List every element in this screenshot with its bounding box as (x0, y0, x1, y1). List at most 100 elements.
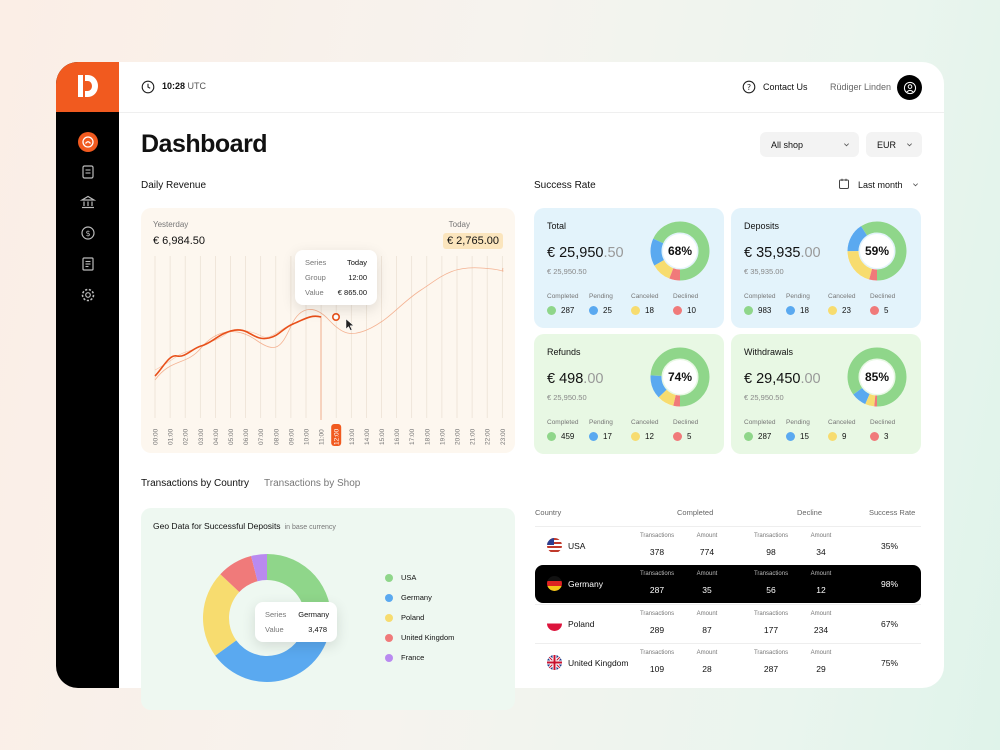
stat-label: Pending (786, 293, 810, 300)
stat-label: Completed (744, 419, 776, 426)
shop-select[interactable]: All shop (760, 132, 859, 157)
cell-label: Amount (696, 650, 718, 656)
cell-label: Amount (696, 611, 718, 617)
card-title: Total (547, 221, 567, 231)
legend-item[interactable]: United Kingdom (385, 633, 454, 642)
success-rate-value: 67% (881, 619, 899, 629)
stat-declined: Declined 3 (870, 419, 910, 441)
donut-segment-pending (650, 221, 710, 281)
hour-tick-label: 09:00 (288, 428, 295, 445)
cell-value: 177 (763, 625, 779, 635)
table-row[interactable]: USA Transactions 378 Amount 774 Transactions 9… (535, 526, 921, 564)
card-percent: 68% (667, 244, 693, 258)
geo-slice-united-kingdom[interactable] (220, 556, 258, 592)
stat-value-text: 15 (800, 432, 809, 441)
card-percent: 59% (864, 244, 890, 258)
geo-slice-poland[interactable] (203, 574, 240, 656)
legend-item[interactable]: Poland (385, 613, 454, 622)
cell-label: Transactions (753, 611, 789, 617)
header-completed: Completed (677, 508, 714, 517)
table-row[interactable]: Poland Transactions 289 Amount 87 Transaction… (535, 604, 921, 642)
card-sub-amount: € 25,950.50 (744, 393, 784, 402)
card-stats: Completed 287 Pending 15 Canceled 9 Declined 3 (744, 419, 910, 441)
card-amount-decimal: .00 (583, 371, 604, 387)
avatar[interactable] (897, 75, 922, 100)
legend-dot (385, 613, 393, 622)
status-dot (673, 306, 682, 315)
hour-tick-label: 10:00 (304, 428, 311, 445)
table-row[interactable]: Germany Transactions 287 Amount 35 Transactio… (535, 565, 921, 603)
cell-label: Transactions (753, 571, 789, 577)
country-name: USA (568, 541, 586, 551)
stat-value-text: 12 (645, 432, 654, 441)
card-donut-chart (650, 347, 710, 407)
stat-value: 23 (828, 306, 868, 315)
hour-tick-label: 19:00 (439, 428, 446, 445)
sidebar-item-dashboard[interactable] (78, 132, 98, 152)
cell-d-tx: Transactions 177 (751, 611, 791, 638)
cell-label: Transactions (639, 571, 675, 577)
success-card-withdrawals: Withdrawals € 29,450.00 € 25,950.50 85% Comp… (731, 334, 921, 454)
stat-declined: Declined 5 (870, 293, 910, 315)
stat-canceled: Canceled 9 (828, 419, 868, 441)
stat-value: 25 (589, 306, 629, 315)
stat-label: Canceled (828, 419, 856, 426)
today-hover-point[interactable] (332, 313, 341, 322)
cell-value: 287 (763, 664, 779, 674)
report-icon (82, 257, 94, 271)
help-icon[interactable]: ? (742, 80, 756, 94)
chevron-down-icon (913, 183, 918, 187)
tab-transactions-by-shop[interactable]: Transactions by Shop (264, 478, 361, 489)
tab-transactions-by-country[interactable]: Transactions by Country (141, 478, 250, 489)
legend-item[interactable]: USA (385, 573, 454, 582)
dollar-coin-icon: $ (81, 226, 95, 240)
geo-data-card: Geo Data for Successful Deposits in base … (141, 508, 515, 710)
contact-us-link[interactable]: Contact Us (763, 82, 808, 92)
revenue-tooltip: Series Today Group 12:00 Value € 865.00 (295, 250, 377, 305)
cell-value: 56 (766, 585, 776, 595)
status-dot (589, 306, 598, 315)
sidebar-item-payments[interactable]: $ (78, 223, 98, 243)
top-bar: 10:28 UTC ? Contact Us Rüdiger Linden (119, 62, 944, 113)
stat-declined: Declined 5 (673, 419, 713, 441)
stat-value-text: 18 (645, 306, 654, 315)
sidebar-item-settings[interactable] (78, 285, 98, 305)
geo-tooltip-series-value: Germany (298, 610, 330, 619)
card-amount: € 35,935.00 (744, 245, 821, 261)
cell-value: 35 (702, 585, 712, 595)
status-dot (631, 306, 640, 315)
sidebar-item-bank[interactable] (78, 192, 98, 212)
time-value: 10:28 (162, 81, 186, 91)
hour-tick-label: 01:00 (168, 428, 175, 445)
legend-item[interactable]: Germany (385, 593, 454, 602)
card-amount-main: € 25,950 (547, 245, 604, 261)
sidebar-item-invoices[interactable] (78, 162, 98, 182)
legend-label: United Kingdom (401, 633, 455, 642)
sidebar-item-reports[interactable] (78, 254, 98, 274)
stat-completed: Completed 983 (744, 293, 784, 315)
stat-label: Canceled (631, 293, 659, 300)
hour-tick-label: 07:00 (258, 428, 265, 445)
stat-value-text: 287 (561, 306, 575, 315)
hour-tick-label: 13:00 (349, 428, 356, 445)
svg-text:?: ? (747, 83, 751, 92)
card-donut-chart (650, 221, 710, 281)
geo-slice-france[interactable] (251, 554, 267, 582)
card-amount: € 498.00 (547, 371, 603, 387)
stat-pending: Pending 17 (589, 419, 629, 441)
status-dot (870, 306, 879, 315)
stat-completed: Completed 287 (547, 293, 587, 315)
card-sub-amount: € 35,935.00 (744, 267, 784, 276)
highlight-hour-marker (331, 424, 342, 446)
period-select[interactable]: Last month (836, 176, 922, 194)
daily-revenue-chart: 00:00 01:00 02:00 03:00 04:00 05:00 06:00 07:00… (141, 208, 515, 453)
table-row[interactable]: United Kingdom Transactions 109 Amount 28 Tra… (535, 643, 921, 681)
legend-item[interactable]: France (385, 653, 454, 662)
invoice-icon (82, 165, 94, 179)
stat-value: 10 (673, 306, 713, 315)
stat-value: 15 (786, 432, 826, 441)
card-stats: Completed 983 Pending 18 Canceled 23 Declined 5 (744, 293, 910, 315)
success-card-deposits: Deposits € 35,935.00 € 35,935.00 59% Complet… (731, 208, 921, 328)
currency-select[interactable]: EUR (866, 132, 922, 157)
legend-label: France (401, 653, 425, 662)
